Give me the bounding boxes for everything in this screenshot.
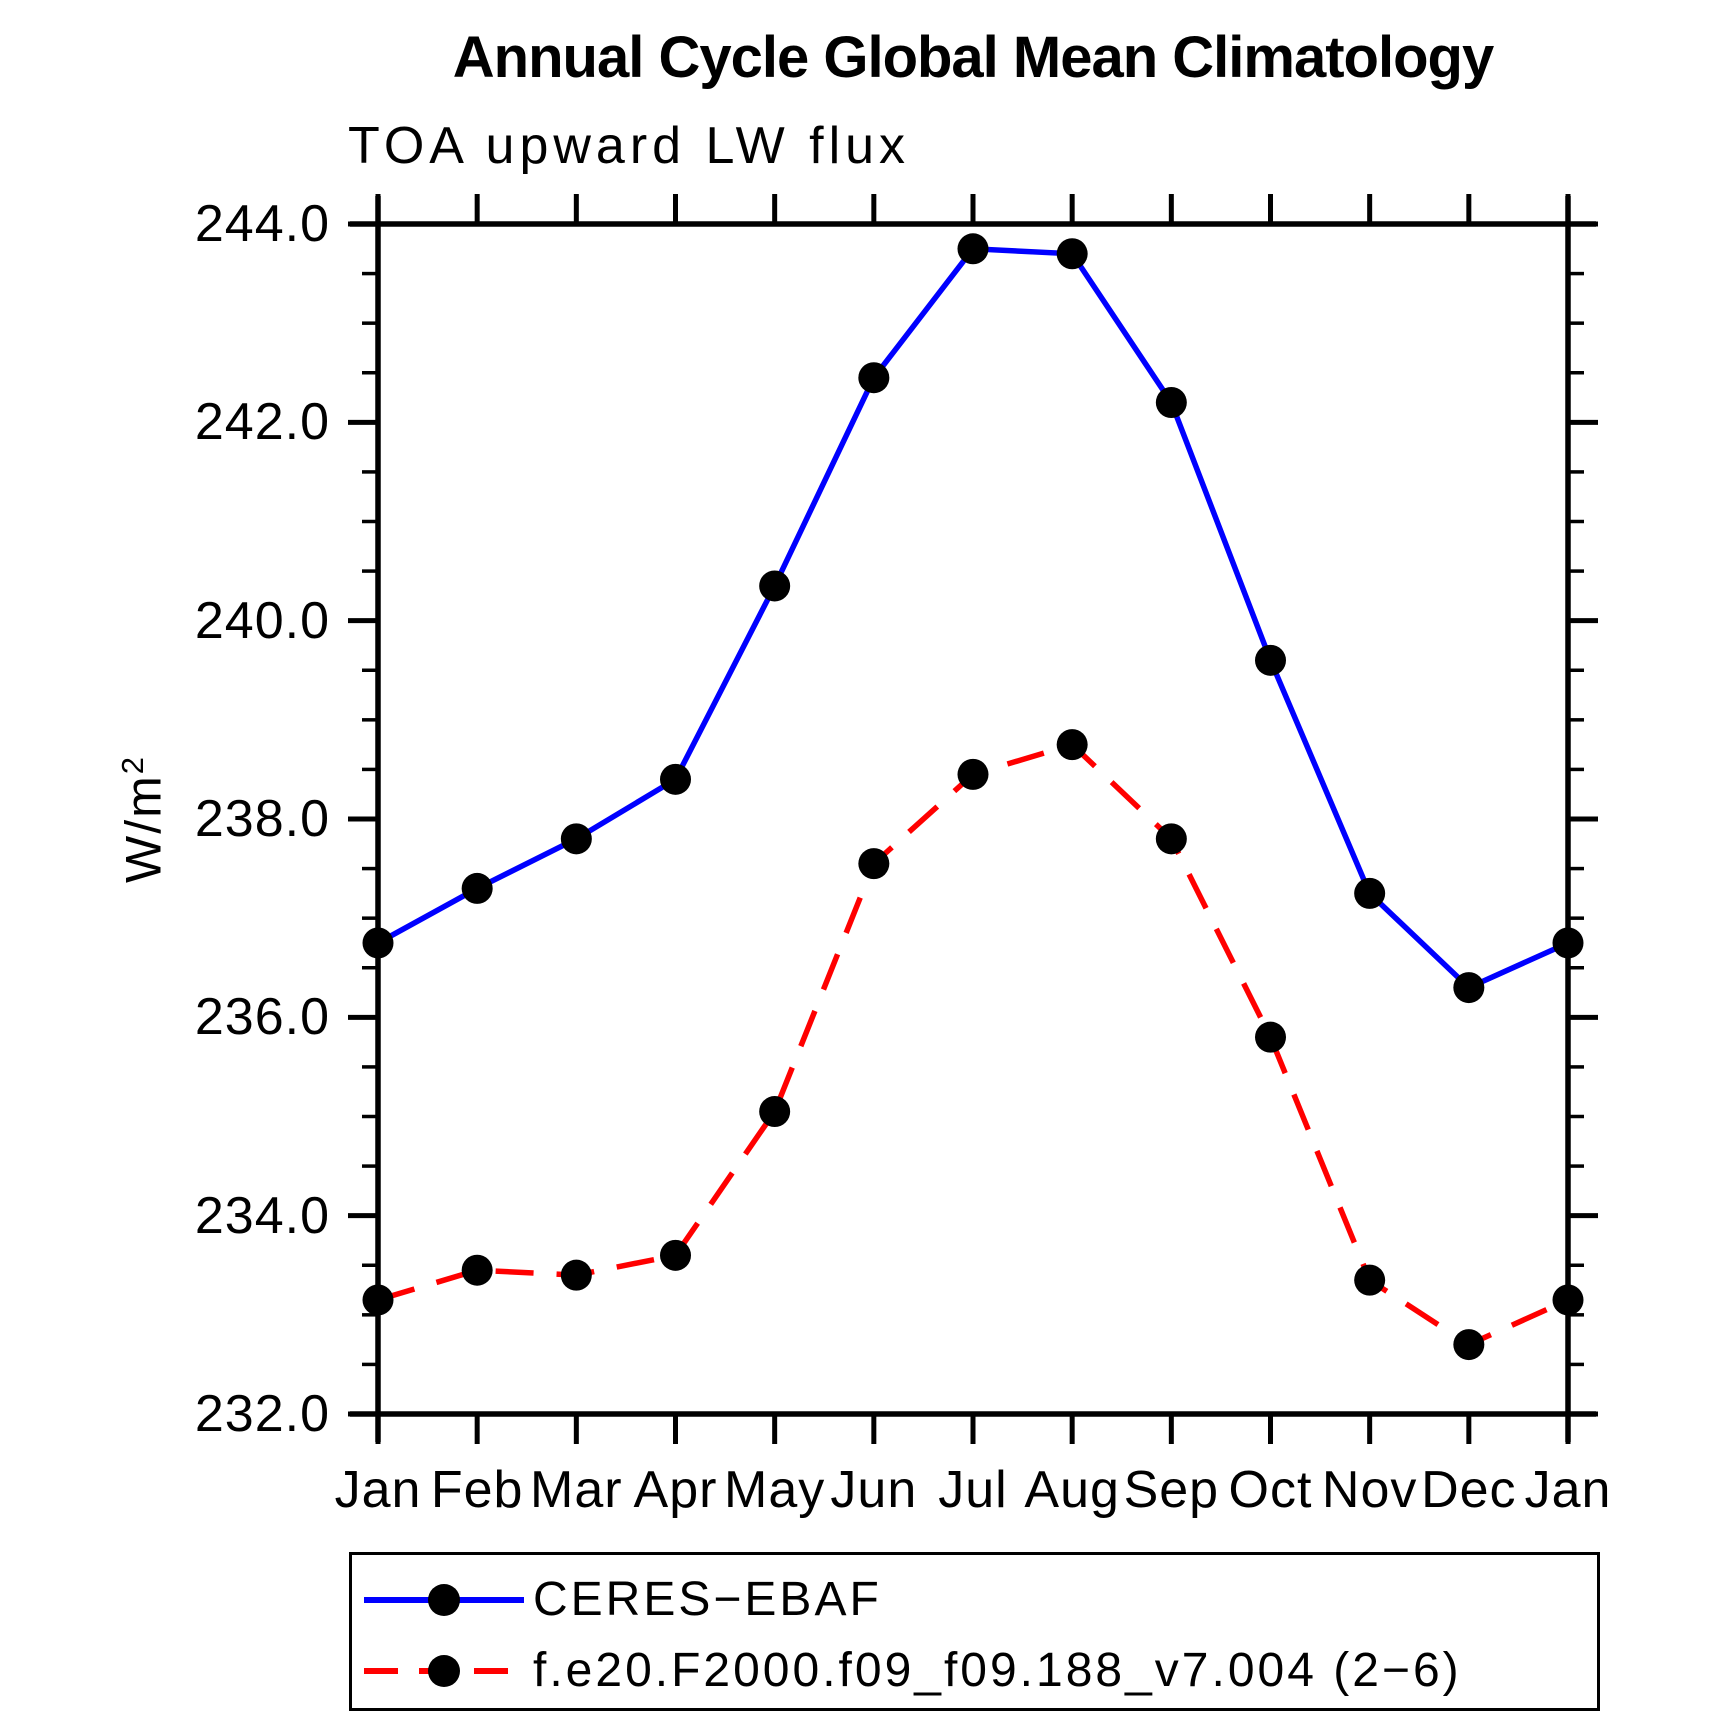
legend-marker-icon [428, 1655, 460, 1687]
legend-box: CERES−EBAF f.e20.F2000.f09_f09.188_v7.00… [349, 1552, 1600, 1711]
x-tick-label: Sep [1123, 1461, 1220, 1519]
y-tick-label: 244.0 [194, 195, 330, 253]
x-tick-label: Dec [1421, 1461, 1517, 1519]
x-tick-label: Apr [633, 1461, 718, 1519]
data-point [1453, 972, 1485, 1004]
data-point [1056, 729, 1088, 761]
data-point [759, 570, 791, 602]
data-point [957, 233, 989, 265]
legend-sample-ceres-ebaf [364, 1584, 524, 1616]
data-point [1155, 823, 1187, 855]
data-point [1552, 1284, 1584, 1316]
y-tick-label: 240.0 [194, 591, 330, 650]
data-point [1155, 387, 1187, 418]
data-point [1255, 644, 1286, 676]
x-tick-label: Jun [830, 1461, 918, 1519]
data-point [1354, 1264, 1386, 1296]
series-line-1 [377, 741, 1570, 1348]
x-tick-label: Feb [430, 1461, 524, 1519]
x-tick-label: Mar [530, 1461, 623, 1519]
data-point [362, 1284, 394, 1316]
x-tick-label: Jan [1524, 1461, 1612, 1519]
legend-sample-model [364, 1655, 524, 1687]
x-tick-label: May [724, 1461, 826, 1519]
chart-subtitle: TOA upward LW flux [348, 117, 911, 175]
y-tick-label: 232.0 [194, 1385, 330, 1443]
legend-marker-icon [428, 1584, 460, 1616]
data-point [858, 848, 890, 880]
data-point [660, 1239, 691, 1271]
y-tick-label: 242.0 [194, 393, 330, 452]
data-point [858, 362, 890, 394]
y-axis-title-superscript: 2 [115, 755, 150, 775]
data-point [560, 823, 592, 855]
data-point [1354, 877, 1386, 909]
data-point [461, 872, 493, 904]
x-tick-label: Aug [1024, 1461, 1120, 1519]
series-line-0 [376, 245, 1570, 991]
data-point [759, 1096, 791, 1128]
legend-label-model: f.e20.F2000.f09_f09.188_v7.004 (2−6) [533, 1644, 1462, 1697]
data-point [1056, 238, 1088, 270]
chart-title: Annual Cycle Global Mean Climatology [452, 25, 1494, 90]
legend-label-ceres-ebaf: CERES−EBAF [533, 1573, 882, 1626]
data-point [1255, 1021, 1286, 1053]
x-tick-label: Oct [1228, 1461, 1313, 1519]
data-point [461, 1254, 493, 1286]
data-point [362, 927, 394, 959]
data-point [1453, 1329, 1485, 1361]
data-point [957, 758, 989, 790]
x-tick-label: Nov [1321, 1461, 1418, 1519]
data-point [560, 1259, 592, 1291]
y-tick-label: 236.0 [194, 988, 330, 1047]
x-tick-label: Jan [334, 1461, 422, 1519]
data-point [1552, 927, 1584, 959]
y-tick-label: 238.0 [194, 790, 330, 848]
x-tick-label: Jul [938, 1461, 1008, 1519]
data-point [660, 763, 691, 795]
y-tick-label: 234.0 [194, 1186, 330, 1245]
